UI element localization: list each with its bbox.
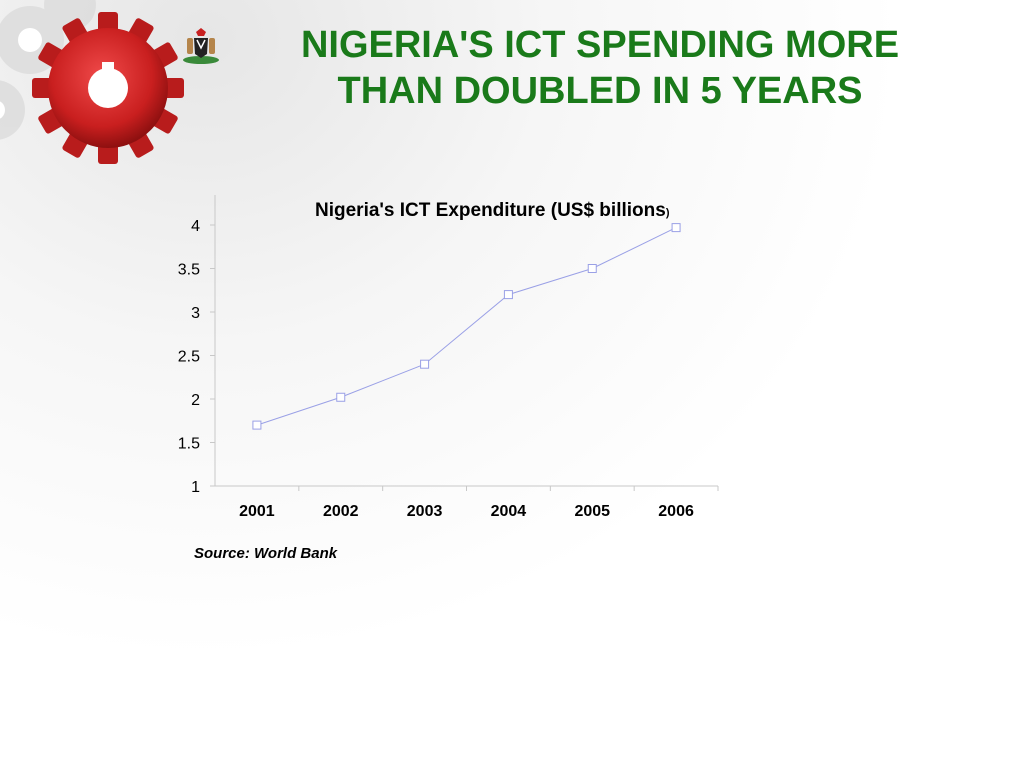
y-tick-label: 3.5 bbox=[178, 262, 200, 279]
x-tick-label: 2005 bbox=[574, 503, 610, 520]
data-point bbox=[671, 223, 681, 233]
y-tick-label: 4 bbox=[191, 218, 200, 235]
data-point bbox=[503, 290, 513, 300]
title-line-1: NIGERIA'S ICT SPENDING MORE bbox=[300, 24, 900, 66]
x-tick-label: 2006 bbox=[658, 503, 694, 520]
y-tick-label: 3 bbox=[191, 305, 200, 322]
data-point bbox=[587, 264, 597, 273]
x-tick-label: 2004 bbox=[491, 503, 527, 520]
chart-title: Nigeria's ICT Expenditure (US$ billions) bbox=[315, 200, 669, 222]
x-tick-label: 2002 bbox=[323, 503, 359, 520]
slide-title: NIGERIA'S ICT SPENDING MORE THAN DOUBLED… bbox=[240, 22, 960, 114]
x-tick-label: 2001 bbox=[239, 503, 275, 520]
gear-icon bbox=[0, 0, 184, 164]
y-tick-label: 2 bbox=[191, 392, 200, 409]
line-chart: 1 1.5 2 2.5 3 3.5 4 2001 2002 2003 2004 2005 2006 bbox=[178, 195, 719, 520]
data-point bbox=[252, 420, 262, 430]
chart-title-text: Nigeria's ICT Expenditure (US$ billions bbox=[315, 200, 666, 221]
source-note: Source: World Bank bbox=[194, 545, 338, 562]
chart-title-suffix: ) bbox=[665, 207, 670, 219]
series-line bbox=[256, 227, 677, 426]
y-tick-label: 2.5 bbox=[178, 349, 200, 366]
data-point bbox=[336, 392, 346, 402]
coat-of-arms-icon bbox=[183, 28, 219, 64]
title-line-2: THAN DOUBLED IN 5 YEARS bbox=[337, 70, 863, 112]
data-point bbox=[420, 359, 430, 369]
x-tick-label: 2003 bbox=[407, 503, 443, 520]
y-tick-label: 1 bbox=[191, 479, 200, 496]
y-tick-label: 1.5 bbox=[178, 436, 200, 453]
